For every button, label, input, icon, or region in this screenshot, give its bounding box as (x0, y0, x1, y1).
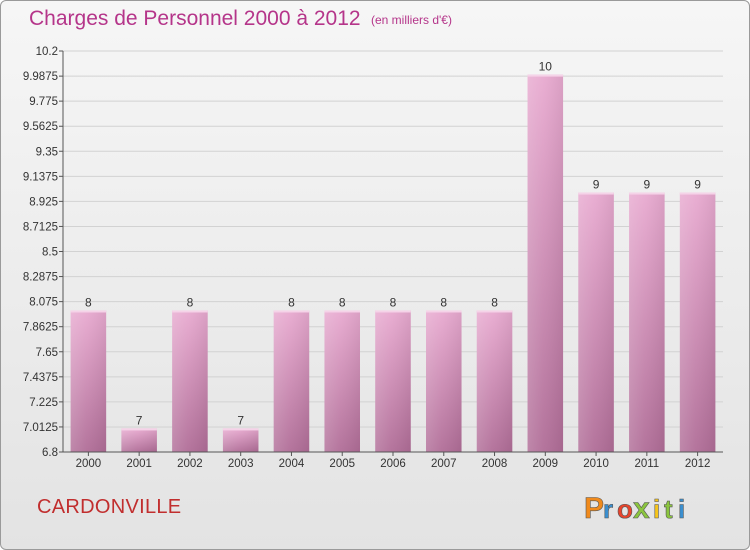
bar-top-edge (324, 310, 360, 313)
data-label: 8 (491, 295, 498, 309)
bar-shine (375, 310, 411, 452)
y-tick-label: 10.2 (36, 46, 58, 58)
bar-shine (476, 310, 513, 452)
bar-top-edge (222, 428, 259, 431)
y-tick-label: 7.8625 (23, 322, 58, 334)
bar-top-edge (273, 310, 310, 313)
bar-shine (222, 428, 259, 452)
logo-letter: o (617, 494, 633, 524)
bars: 8 7 8 7 8 8 8 8 8 10 9 9 9 (70, 60, 716, 453)
bar-shine (273, 310, 310, 452)
data-label: 7 (237, 413, 244, 427)
y-tick-label: 8.7125 (23, 221, 58, 233)
data-label: 10 (539, 60, 553, 74)
logo-letter: i (678, 494, 685, 524)
bar-shine (578, 192, 614, 452)
x-tick-label: 2004 (279, 458, 305, 470)
bar-top-edge (629, 192, 665, 195)
y-axis: 6.8 7.0125 7.225 7.4375 7.65 7.8625 8.075 8.287… (23, 46, 64, 459)
bar-shine (527, 74, 564, 453)
y-tick-label: 8.2875 (23, 272, 58, 284)
y-tick-label: 6.8 (42, 447, 58, 459)
data-label: 8 (288, 295, 295, 309)
chart-subtitle: (en milliers d'€) (371, 13, 452, 27)
y-tick-label: 8.5 (42, 247, 58, 259)
data-label: 8 (85, 295, 92, 309)
y-tick-label: 9.35 (36, 146, 58, 158)
x-tick-label: 2005 (329, 458, 355, 470)
logo-letter: i (653, 494, 660, 524)
y-tick-label: 7.0125 (23, 422, 58, 434)
x-tick-label: 2009 (533, 458, 559, 470)
bar-top-edge (121, 428, 157, 431)
x-tick-label: 2006 (380, 458, 406, 470)
y-tick-label: 9.1375 (23, 171, 58, 183)
data-label: 9 (593, 178, 600, 192)
x-tick-label: 2007 (431, 458, 457, 470)
y-tick-label: 7.4375 (23, 372, 58, 384)
y-tick-label: 8.925 (29, 196, 58, 208)
bar-top-edge (578, 192, 614, 195)
commune-name: CARDONVILLE (37, 496, 182, 518)
y-tick-label: 9.5625 (23, 121, 58, 133)
bar-top-edge (476, 310, 513, 313)
x-tick-label: 2011 (634, 458, 659, 470)
y-tick-label: 7.225 (29, 397, 58, 409)
bar-shine (121, 428, 157, 452)
x-tick-label: 2010 (583, 458, 609, 470)
y-tick-label: 8.075 (29, 297, 58, 309)
data-label: 8 (187, 295, 194, 309)
chart-title: Charges de Personnel 2000 à 2012 (29, 7, 361, 30)
data-label: 8 (339, 295, 346, 309)
proxiti-logo[interactable]: Pr o x i t i (584, 488, 704, 528)
bar-shine (426, 310, 462, 452)
y-tick-label: 9.9875 (23, 71, 58, 83)
y-tick-label: 7.65 (36, 347, 58, 359)
bar-top-edge (172, 310, 208, 313)
x-tick-label: 2001 (126, 458, 152, 470)
bar-shine (679, 192, 716, 452)
bar-shine (629, 192, 665, 452)
x-tick-label: 2002 (177, 458, 203, 470)
y-tick-label: 9.775 (29, 96, 58, 108)
bar-top-edge (375, 310, 411, 313)
logo-letter: P (584, 492, 604, 525)
data-label: 9 (644, 178, 651, 192)
logo-letter: t (664, 494, 673, 524)
x-tick-label: 2012 (685, 458, 711, 470)
data-label: 7 (136, 413, 143, 427)
logo-letter: r (603, 494, 613, 524)
data-label: 8 (440, 295, 447, 309)
bar-top-edge (679, 192, 716, 195)
bar-top-edge (426, 310, 462, 313)
logo-letter: x (633, 492, 650, 525)
bar-shine (70, 310, 107, 452)
x-tick-label: 2003 (228, 458, 254, 470)
bar-top-edge (70, 310, 107, 313)
x-axis: 2000 2001 2002 2003 2004 2005 2006 2007 2008 2009… (63, 451, 723, 470)
bar-shine (324, 310, 360, 452)
data-label: 9 (694, 178, 701, 192)
data-label: 8 (390, 295, 397, 309)
x-tick-label: 2008 (482, 458, 508, 470)
bar-shine (172, 310, 208, 452)
x-tick-label: 2000 (76, 458, 102, 470)
bar-top-edge (527, 74, 564, 77)
